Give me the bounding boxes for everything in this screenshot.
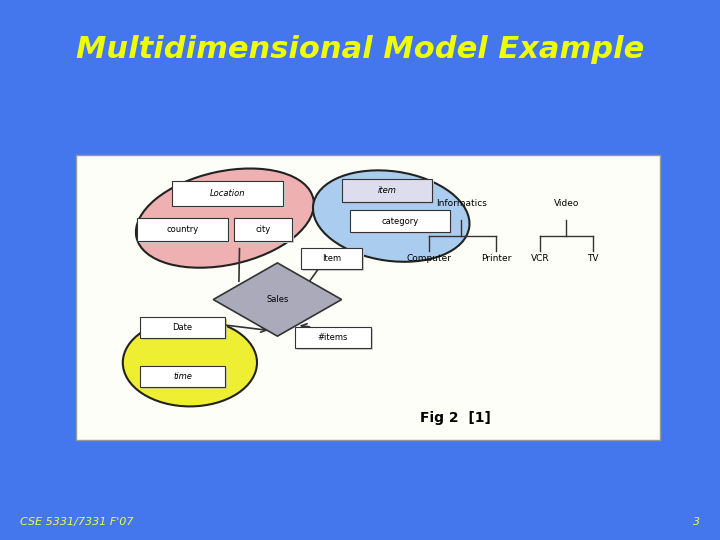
FancyBboxPatch shape	[235, 220, 294, 242]
Ellipse shape	[313, 170, 469, 262]
FancyBboxPatch shape	[76, 155, 660, 440]
Text: VCR: VCR	[531, 254, 549, 262]
Text: category: category	[382, 217, 418, 226]
Text: Item: Item	[322, 254, 341, 263]
FancyBboxPatch shape	[297, 329, 373, 350]
FancyBboxPatch shape	[341, 179, 432, 202]
FancyBboxPatch shape	[343, 181, 434, 204]
Text: Sales: Sales	[266, 295, 289, 304]
Text: 3: 3	[693, 517, 700, 527]
Text: Date: Date	[173, 323, 193, 332]
Text: Informatics: Informatics	[436, 199, 487, 208]
FancyBboxPatch shape	[174, 184, 285, 208]
FancyBboxPatch shape	[140, 317, 225, 338]
Text: city: city	[255, 225, 271, 234]
FancyBboxPatch shape	[143, 319, 227, 340]
FancyBboxPatch shape	[234, 218, 292, 240]
FancyBboxPatch shape	[143, 368, 227, 389]
FancyBboxPatch shape	[301, 248, 362, 269]
Text: Location: Location	[210, 189, 246, 198]
FancyBboxPatch shape	[138, 218, 228, 240]
Text: Printer: Printer	[481, 254, 511, 262]
FancyBboxPatch shape	[140, 220, 230, 242]
Text: TV: TV	[587, 254, 598, 262]
FancyBboxPatch shape	[295, 327, 371, 348]
Text: CSE 5331/7331 F'07: CSE 5331/7331 F'07	[20, 517, 133, 527]
FancyBboxPatch shape	[140, 366, 225, 387]
Text: item: item	[377, 186, 396, 195]
Text: country: country	[166, 225, 199, 234]
Text: Video: Video	[554, 199, 579, 208]
Text: Fig 2  [1]: Fig 2 [1]	[420, 410, 491, 424]
FancyBboxPatch shape	[172, 181, 283, 206]
FancyBboxPatch shape	[352, 212, 451, 234]
Text: Multidimensional Model Example: Multidimensional Model Example	[76, 36, 644, 64]
Text: time: time	[174, 372, 192, 381]
Ellipse shape	[136, 168, 314, 268]
FancyBboxPatch shape	[351, 210, 449, 232]
Polygon shape	[213, 263, 341, 336]
Text: Computer: Computer	[407, 254, 451, 262]
Ellipse shape	[123, 319, 257, 407]
Text: #items: #items	[318, 333, 348, 342]
FancyBboxPatch shape	[302, 250, 364, 271]
